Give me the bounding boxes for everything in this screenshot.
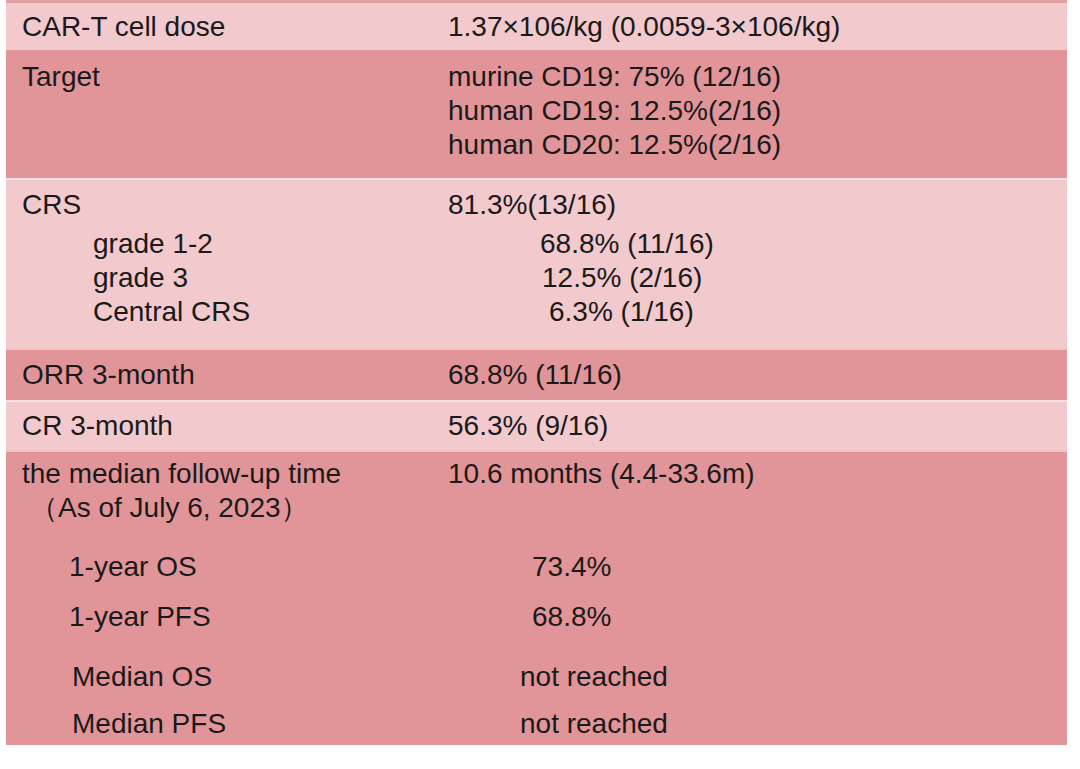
table-row-orr: ORR 3-month 68.8% (11/16) (6, 348, 1067, 400)
table-row-followup: the median follow-up time 10.6 months (4… (6, 450, 1067, 745)
crs-grade12-value: 68.8% (11/16) (448, 227, 1067, 261)
table-row-cr: CR 3-month 56.3% (9/16) (6, 400, 1067, 450)
followup-value: 10.6 months (4.4-33.6m) (448, 457, 1067, 491)
crs-value: 81.3%(13/16) (448, 188, 1067, 222)
table-row-dose: CAR-T cell dose 1.37×106/kg (0.0059-3×10… (6, 0, 1067, 50)
one-year-os-label: 1-year OS (6, 550, 448, 584)
one-year-os-value: 73.4% (448, 550, 1067, 584)
followup-label: the median follow-up time (6, 457, 448, 491)
target-value-human-cd20: human CD20: 12.5%(2/16) (448, 128, 1067, 162)
median-os-label: Median OS (6, 660, 448, 694)
one-year-pfs-value: 68.8% (448, 600, 1067, 634)
crs-grade12-label: grade 1-2 (6, 227, 448, 261)
crs-central-label: Central CRS (6, 295, 448, 329)
table-row-target: Target murine CD19: 75% (12/16) human CD… (6, 50, 1067, 178)
orr-label: ORR 3-month (6, 358, 448, 392)
clinical-results-table: CAR-T cell dose 1.37×106/kg (0.0059-3×10… (6, 0, 1067, 745)
crs-grade3-label: grade 3 (6, 261, 448, 295)
target-value-human-cd19: human CD19: 12.5%(2/16) (448, 94, 1067, 128)
crs-central-value: 6.3% (1/16) (448, 295, 1067, 329)
crs-label: CRS (6, 188, 448, 222)
median-pfs-value: not reached (448, 707, 1067, 741)
dose-value: 1.37×106/kg (0.0059-3×106/kg) (448, 10, 1067, 44)
cr-value: 56.3% (9/16) (448, 409, 1067, 443)
dose-label: CAR-T cell dose (6, 10, 448, 44)
followup-asof-label: （As of July 6, 2023） (6, 491, 448, 525)
crs-grade3-value: 12.5% (2/16) (448, 261, 1067, 295)
one-year-pfs-label: 1-year PFS (6, 600, 448, 634)
orr-value: 68.8% (11/16) (448, 358, 1067, 392)
target-value-murine-cd19: murine CD19: 75% (12/16) (448, 60, 1067, 94)
table-row-crs: CRS 81.3%(13/16) grade 1-2 68.8% (11/16)… (6, 178, 1067, 348)
target-label: Target (6, 60, 448, 94)
cr-label: CR 3-month (6, 409, 448, 443)
median-pfs-label: Median PFS (6, 707, 448, 741)
median-os-value: not reached (448, 660, 1067, 694)
